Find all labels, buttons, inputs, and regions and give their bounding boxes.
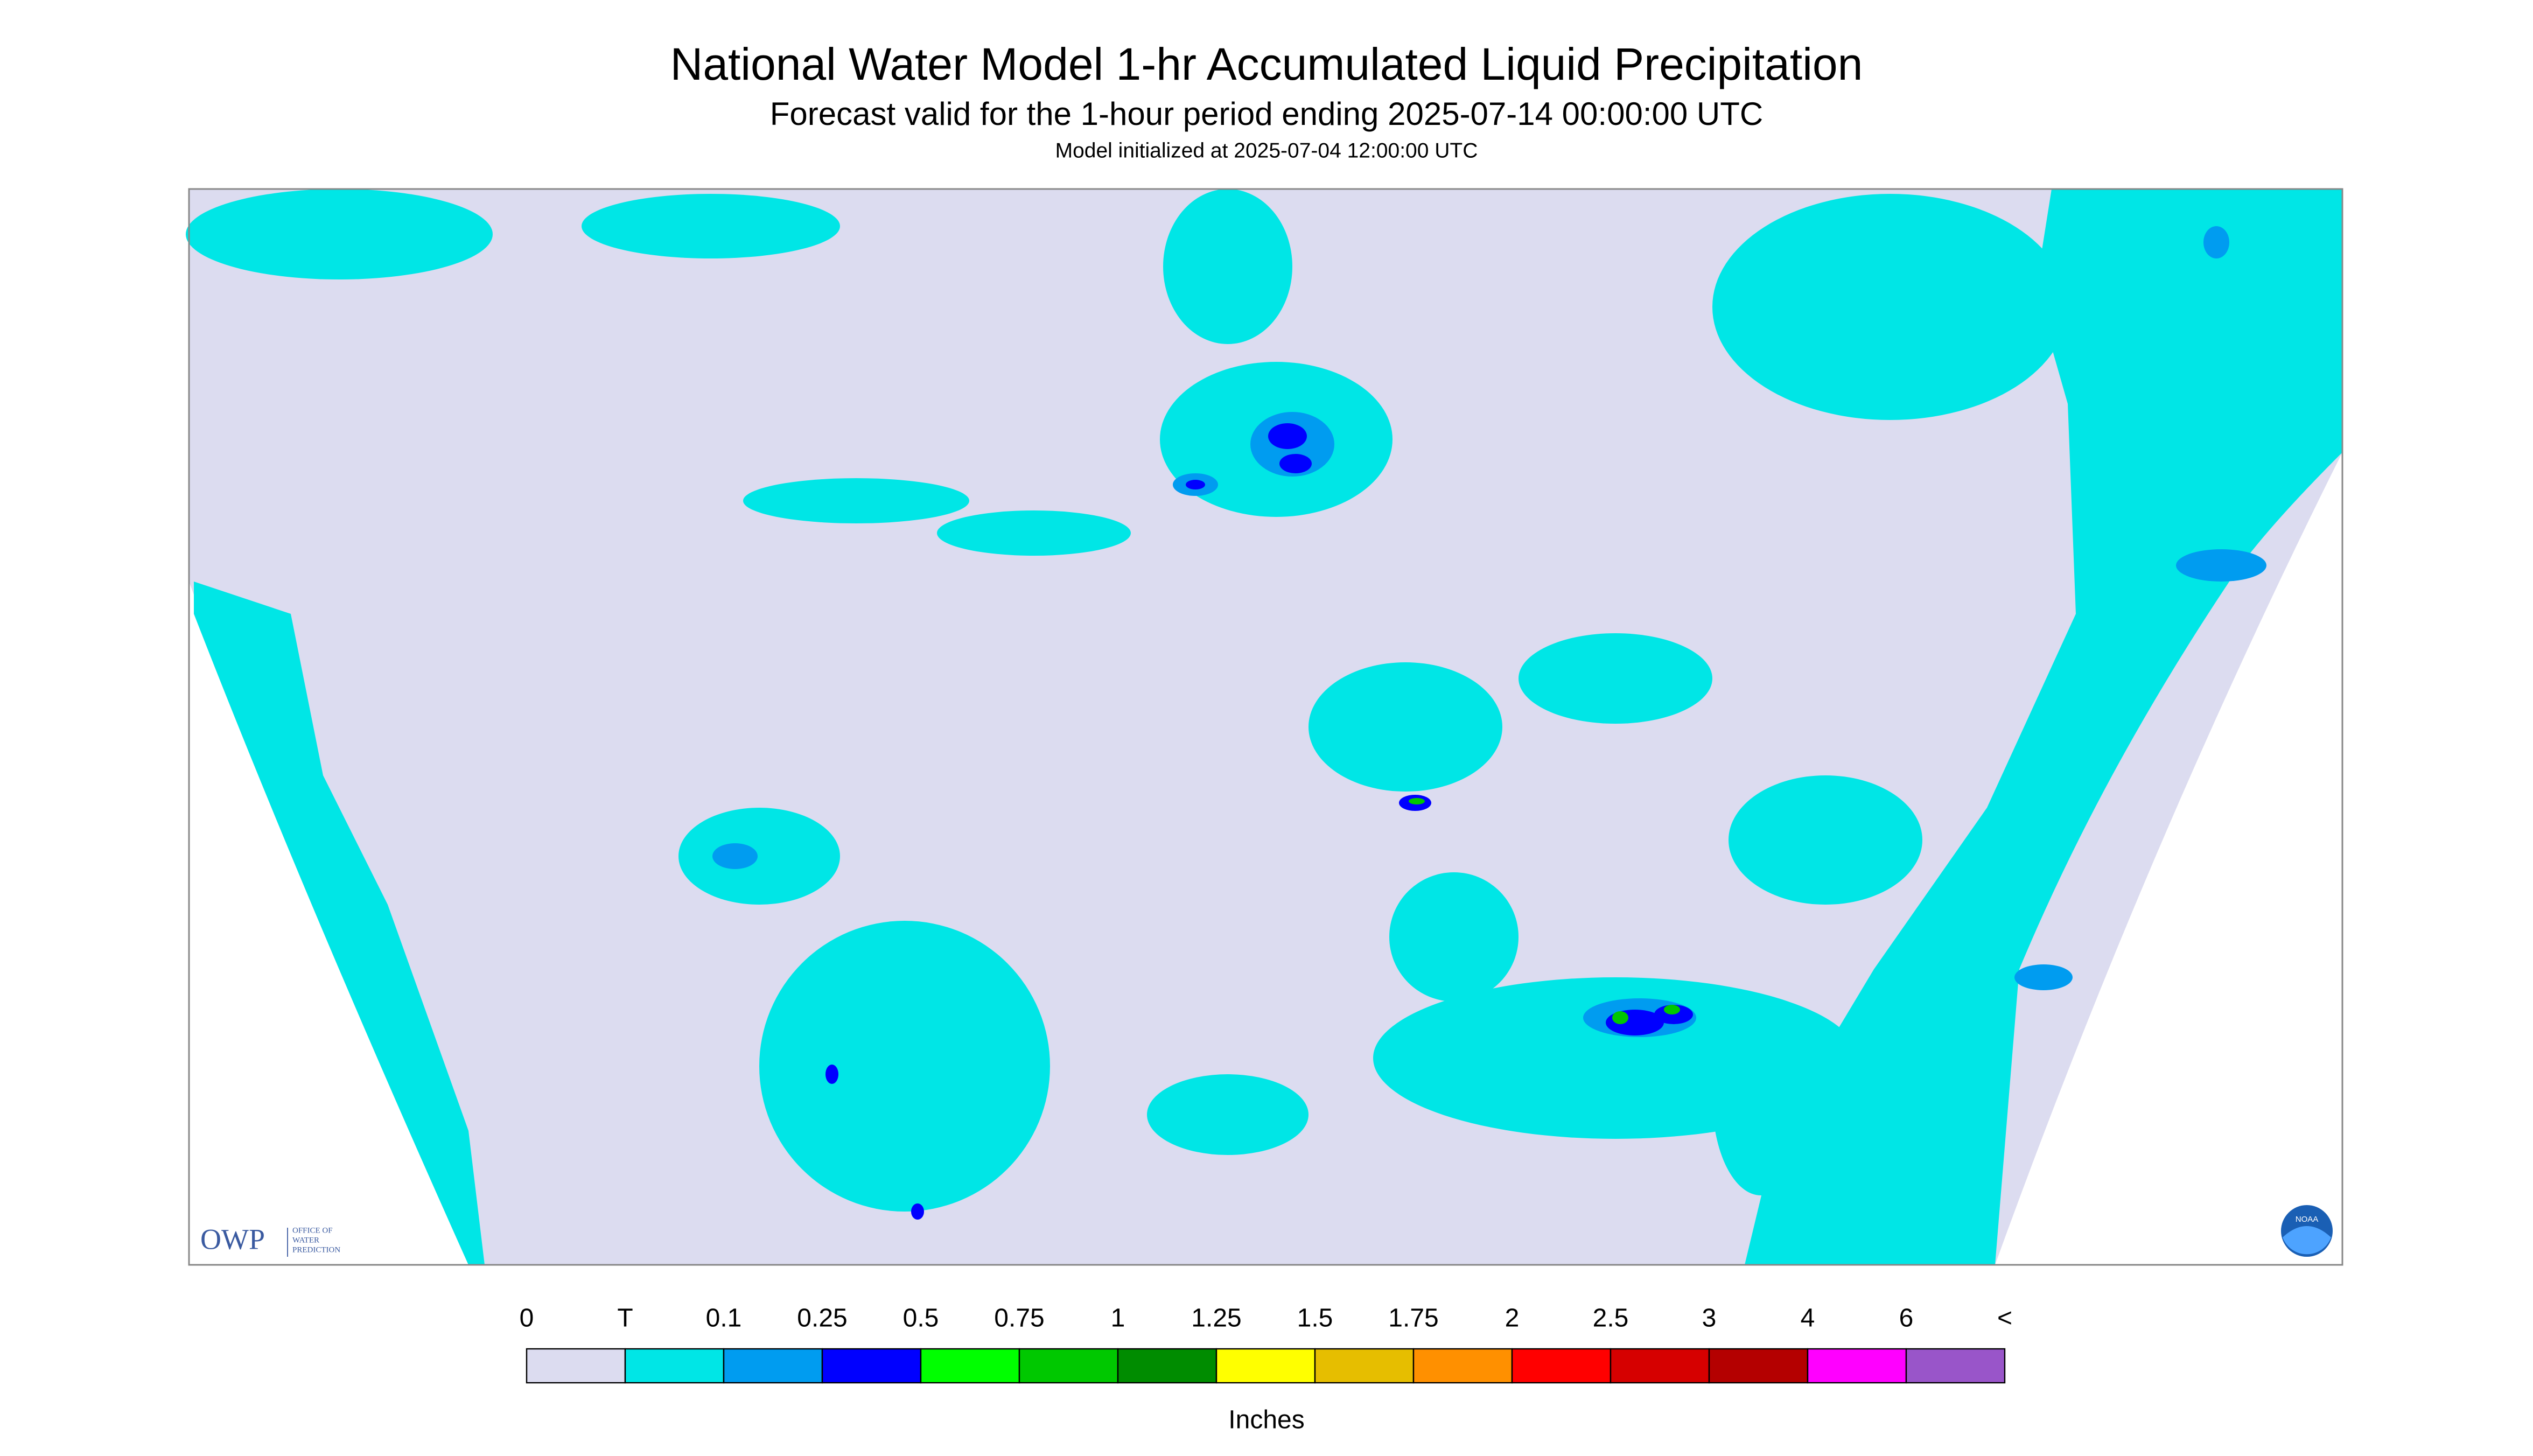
title: National Water Model 1-hr Accumulated Li… [670,39,1863,89]
colorbar-label: 0 [520,1304,534,1333]
colorbar-swatch [1314,1348,1415,1384]
colorbar-label: 0.75 [994,1304,1044,1333]
colorbar-swatch [723,1348,823,1384]
domain [189,189,2342,1265]
colorbar-label: 6 [1899,1304,1914,1333]
colorbar-label: 1 [1111,1304,1125,1333]
colorbar-label: < [1997,1304,2012,1333]
precip-trace [186,189,2342,1265]
colorbar-label: 3 [1702,1304,1717,1333]
colorbar-label: 4 [1801,1304,1815,1333]
colorbar-swatch [1807,1348,1907,1384]
precip-heavy [1409,798,1680,1025]
colorbar-label: 0.1 [706,1304,742,1333]
colorbar-swatch [1610,1348,1710,1384]
colorbar-label: 0.25 [797,1304,847,1333]
colorbar-label: 1.5 [1297,1304,1333,1333]
colorbar-label: 2 [1505,1304,1520,1333]
colorbar-swatch [624,1348,725,1384]
colorbar-swatch [1117,1348,1217,1384]
subtitle: Forecast valid for the 1-hour period end… [770,96,1763,132]
noaa-wave [2283,1226,2331,1255]
noaa-text: NOAA [2296,1215,2319,1224]
owp-text: WATER [292,1236,319,1244]
colorbar-swatch [1511,1348,1612,1384]
owp-text: PREDICTION [292,1245,340,1254]
colorbar-swatch [1215,1348,1316,1384]
colorbar-label: 2.5 [1593,1304,1629,1333]
map: OWP OFFICE OF WATER PREDICTION NOAA [186,188,2343,1266]
colorbar-swatch [821,1348,922,1384]
colorbar-swatch [1018,1348,1119,1384]
colorbar: 0 T 0.1 0.25 0.5 0.75 1 1.25 1.5 1.75 2 2.5 3 4 6 < [520,1304,2012,1384]
colorbar-swatch [1412,1348,1513,1384]
colorbar-swatch [1905,1348,2006,1384]
colorbar-label: T [617,1304,633,1333]
colorbar-swatch [1708,1348,1809,1384]
owp-text: OFFICE OF [292,1226,333,1235]
colorbar-swatch [526,1348,626,1384]
colorbar-unit: Inches [1228,1406,1304,1434]
colorbar-label: 0.5 [903,1304,939,1333]
colorbar-swatch [920,1348,1020,1384]
init-time: Model initialized at 2025-07-04 12:00:00… [1055,139,1478,162]
colorbar-label: 1.75 [1388,1304,1438,1333]
owp-logo: OWP [200,1223,265,1255]
map-frame [188,188,2343,1266]
colorbar-label: 1.25 [1191,1304,1241,1333]
